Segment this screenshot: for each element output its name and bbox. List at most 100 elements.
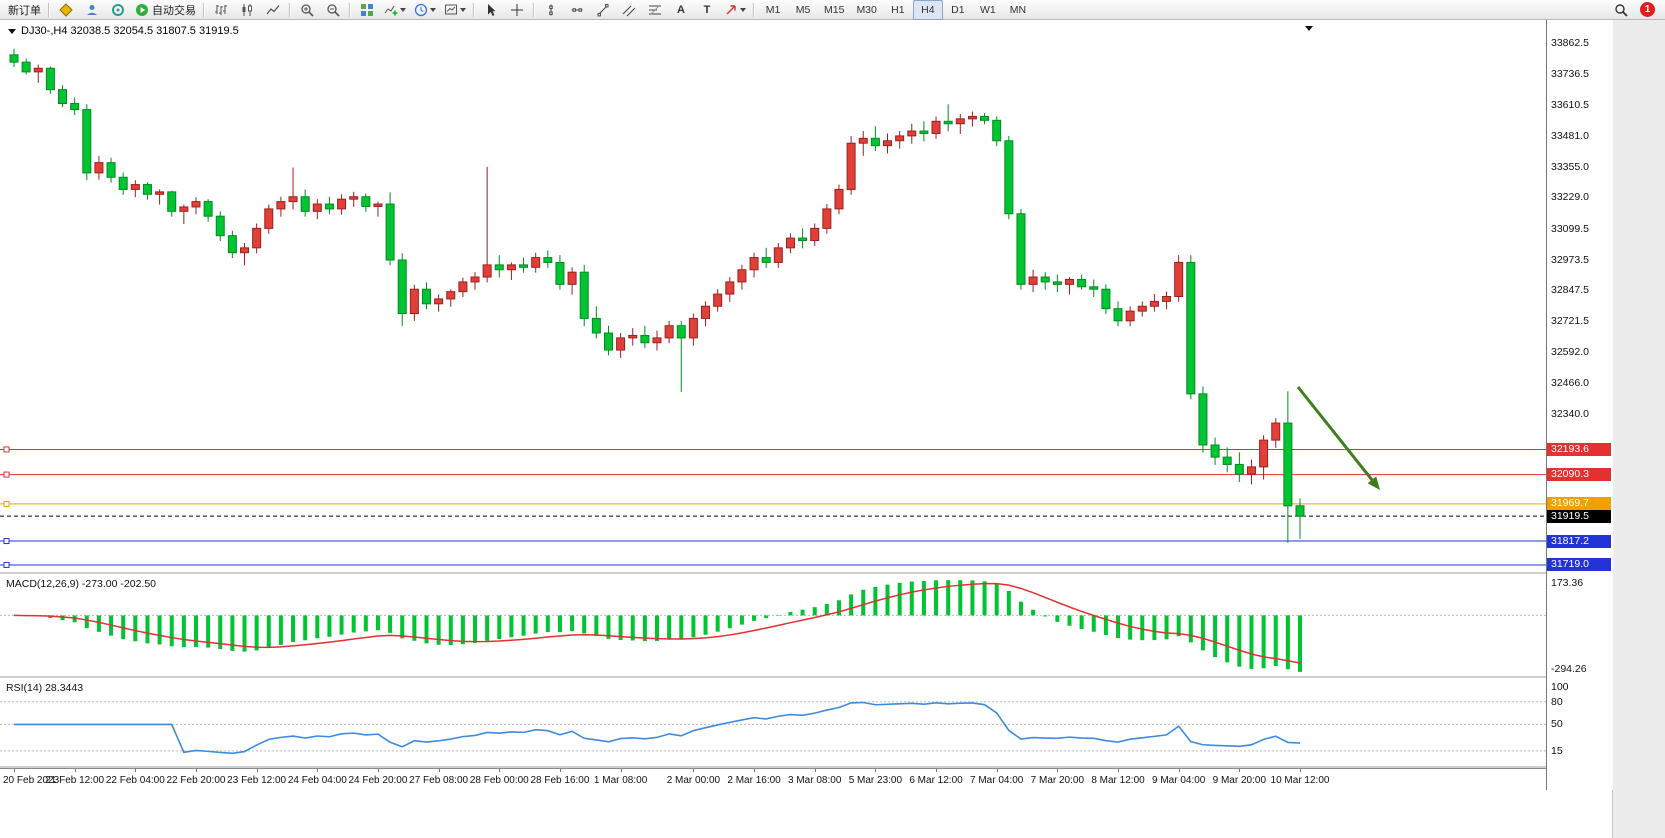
timeframe-group: M1 M5 M15 M30 H1 H4 D1 W1 MN bbox=[758, 0, 1033, 20]
candle bbox=[1040, 276, 1050, 283]
market-watch-button[interactable] bbox=[53, 0, 79, 20]
zoom-in-button[interactable] bbox=[294, 0, 320, 20]
cursor-button[interactable] bbox=[478, 0, 504, 20]
line-handle-icon[interactable] bbox=[3, 561, 10, 568]
new-order-button[interactable]: 新订单 bbox=[8, 4, 41, 17]
arrow-tool-icon bbox=[726, 4, 736, 14]
rsi-indicator-label: RSI(14) 28.3443 bbox=[6, 682, 84, 694]
line-handle-icon[interactable] bbox=[3, 471, 10, 478]
timeframe-m5-button[interactable]: M5 bbox=[795, 3, 811, 16]
time-tick bbox=[1300, 769, 1301, 772]
candle bbox=[179, 206, 189, 212]
timeframe-h4-button[interactable]: H4 bbox=[912, 0, 943, 20]
candle bbox=[1283, 422, 1293, 507]
line-chart-icon bbox=[266, 4, 280, 14]
profile-button[interactable] bbox=[79, 0, 105, 20]
time-axis-label: 27 Feb 08:00 bbox=[409, 775, 469, 786]
time-axis-label: 24 Feb 04:00 bbox=[287, 775, 347, 786]
candle bbox=[215, 215, 225, 237]
crosshair-button[interactable] bbox=[504, 0, 530, 20]
vertical-line-button[interactable] bbox=[538, 0, 564, 20]
candle bbox=[288, 196, 298, 203]
horizontal-line-button[interactable] bbox=[564, 0, 590, 20]
timeframe-m1-button[interactable]: M1 bbox=[765, 3, 781, 16]
template-icon bbox=[445, 4, 457, 14]
candle bbox=[980, 115, 990, 121]
macd-histogram bbox=[24, 580, 1302, 672]
candle bbox=[1101, 288, 1111, 310]
price-axis-label: 32466.0 bbox=[1551, 377, 1589, 390]
candle bbox=[300, 196, 310, 212]
tile-windows-button[interactable] bbox=[354, 0, 380, 20]
time-axis-label: 9 Mar 20:00 bbox=[1212, 775, 1267, 786]
arrows-tool-button[interactable] bbox=[720, 0, 750, 20]
price-axis-label: 32973.5 bbox=[1551, 253, 1589, 266]
candle bbox=[992, 119, 1002, 142]
price-badge: 32090.3 bbox=[1547, 468, 1611, 482]
candle bbox=[58, 89, 68, 105]
timeframe-d1-button[interactable]: D1 bbox=[951, 3, 965, 16]
templates-button[interactable] bbox=[440, 0, 470, 20]
periods-button[interactable] bbox=[410, 0, 440, 20]
auto-trading-button[interactable]: 自动交易 bbox=[131, 0, 200, 20]
navigator-button[interactable] bbox=[105, 0, 131, 20]
timeframe-h1-button[interactable]: H1 bbox=[891, 3, 905, 16]
candle bbox=[810, 227, 820, 242]
bar-chart-icon bbox=[215, 4, 227, 15]
trend-arrow[interactable] bbox=[1296, 386, 1377, 485]
candle bbox=[203, 201, 213, 217]
dropdown-caret-icon bbox=[430, 7, 436, 12]
price-axis-label: 33862.5 bbox=[1551, 37, 1589, 50]
timeframe-m15-button[interactable]: M15 bbox=[824, 3, 845, 16]
indicators-icon bbox=[384, 5, 398, 15]
time-axis[interactable]: 20 Feb 2023 21 Feb 12:00 22 Feb 04:00 22 Fe… bbox=[0, 768, 1546, 793]
text-tool-button[interactable]: A bbox=[668, 0, 694, 20]
time-tick bbox=[14, 769, 15, 772]
time-tick bbox=[936, 769, 938, 772]
line-handle-icon[interactable] bbox=[3, 538, 10, 545]
candle bbox=[130, 184, 140, 190]
chart-menu-arrow-icon[interactable] bbox=[1305, 26, 1313, 31]
price-scale[interactable]: 33862.5 33736.5 33610.5 33481.0 33355.0 33229… bbox=[1546, 20, 1613, 790]
trendline-icon bbox=[597, 3, 609, 16]
toolbar-separator bbox=[533, 2, 535, 17]
label-tool-button[interactable]: T bbox=[694, 0, 720, 20]
timeframe-m30-button[interactable]: M30 bbox=[856, 3, 877, 16]
chart-title-bar[interactable]: DJ30-,H4 32038.5 32054.5 31807.5 31919.5 bbox=[8, 25, 239, 37]
candle bbox=[688, 317, 698, 339]
candle bbox=[70, 103, 80, 111]
line-chart-button[interactable] bbox=[260, 0, 286, 20]
candle bbox=[603, 332, 613, 351]
candle bbox=[1125, 310, 1135, 322]
notification-badge[interactable]: 1 bbox=[1640, 2, 1655, 17]
zoom-out-button[interactable] bbox=[320, 0, 346, 20]
quotes-icon bbox=[59, 2, 73, 17]
line-handle-icon[interactable] bbox=[3, 446, 10, 453]
price-axis-label: 32721.5 bbox=[1551, 314, 1589, 327]
price-chart-canvas bbox=[0, 48, 1546, 768]
time-tick bbox=[875, 769, 877, 772]
candle bbox=[664, 325, 674, 339]
trendline-button[interactable] bbox=[590, 0, 616, 20]
candle bbox=[434, 298, 444, 305]
toolbar-separator bbox=[753, 2, 755, 17]
time-tick bbox=[377, 769, 379, 772]
fibonacci-button[interactable] bbox=[642, 0, 668, 20]
macd-axis-label: 173.36 bbox=[1551, 577, 1584, 589]
price-axis-label: 33355.0 bbox=[1551, 160, 1589, 173]
chart-expand-icon[interactable] bbox=[8, 28, 16, 34]
candle bbox=[494, 264, 504, 271]
trend-arrow-head[interactable] bbox=[1367, 476, 1380, 490]
bar-chart-button[interactable] bbox=[208, 0, 234, 20]
timeframe-mn-button[interactable]: MN bbox=[1009, 3, 1027, 16]
line-handle-icon[interactable] bbox=[3, 500, 10, 507]
candle bbox=[1271, 422, 1281, 441]
timeframe-w1-button[interactable]: W1 bbox=[980, 3, 996, 16]
search-button[interactable] bbox=[1608, 0, 1634, 20]
indicators-button[interactable] bbox=[380, 0, 410, 20]
candle bbox=[591, 317, 601, 334]
toolbar-separator bbox=[473, 2, 475, 17]
time-axis-label: 2 Mar 16:00 bbox=[727, 775, 781, 786]
candlestick-chart-button[interactable] bbox=[234, 0, 260, 20]
channel-button[interactable] bbox=[616, 0, 642, 20]
